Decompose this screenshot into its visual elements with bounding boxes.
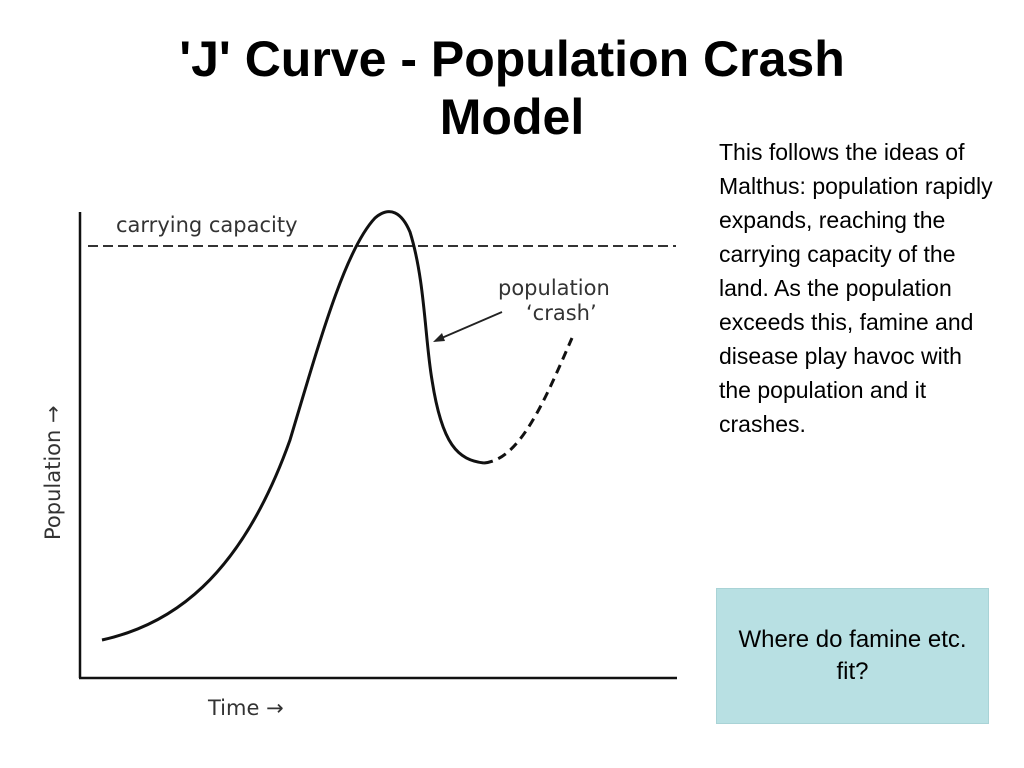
population-curve (101, 210, 485, 642)
slide-title: 'J' Curve - Population Crash Model (120, 30, 904, 146)
x-axis-label: Time → (207, 696, 284, 720)
title-line-1: 'J' Curve - Population Crash (179, 31, 845, 87)
population-crash-label-line1: population (498, 276, 610, 300)
question-box: Where do famine etc. fit? (716, 588, 989, 724)
explanation-text: This follows the ideas of Malthus: popul… (719, 139, 993, 437)
carrying-capacity-label: carrying capacity (116, 213, 298, 237)
population-crash-label-line2: ‘crash’ (526, 301, 597, 325)
crash-arrow-line (436, 311, 503, 341)
question-text: Where do famine etc. fit? (738, 626, 967, 685)
title-line-2: Model (439, 89, 585, 145)
j-curve-diagram: carrying capacity population ‘crash’ Tim… (0, 170, 700, 768)
crash-arrow-head (433, 333, 445, 342)
y-axis-label: Population → (41, 405, 65, 540)
population-recovery-dashed (483, 337, 574, 465)
